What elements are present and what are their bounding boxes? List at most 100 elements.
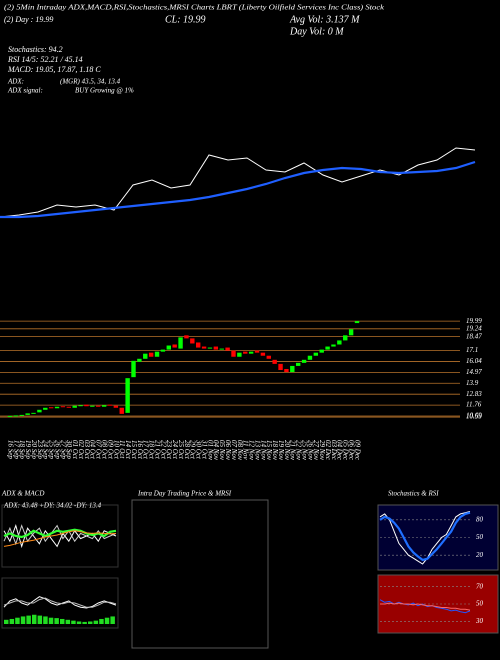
series-line [379,511,471,562]
candle [301,359,307,363]
x-tick-label: 17 Sep [12,440,20,459]
histogram-bar [104,617,110,624]
histogram-bar [20,616,26,624]
candle [19,414,24,416]
x-tick-label: 04 Oct [89,440,97,460]
histogram-bar [43,616,48,624]
candle [48,407,54,409]
intraday-box [131,499,269,649]
candle [207,347,213,349]
x-tick-label: 24 Sep [42,440,50,459]
x-tick-label: 09 Dec [353,440,361,461]
x-tick-label: 22 Nov [295,440,303,461]
series-line [3,596,117,609]
x-tick-label: 25 Nov [300,440,308,461]
histogram-bar [76,621,82,624]
title: (2) 5Min Intraday ADX,MACD,RSI,Stochasti… [4,4,385,12]
adx-value: (MGR) 43.5, 34, 13.4 [60,78,121,86]
candle [143,353,148,359]
candle [166,345,171,350]
indicator: RSI 14/5: 52.21 / 45.14 [7,55,83,64]
candle [137,358,142,362]
x-tick-label: 26 Nov [306,440,314,461]
x-tick-label: 09 Oct [106,440,114,460]
x-tick-label: 02 Oct [77,440,85,460]
candle [96,405,101,407]
x-tick-label: 08 Nov [236,440,244,461]
candle [172,344,177,348]
candle [101,405,107,407]
series-line [3,524,117,549]
candle [307,355,313,360]
series-line [380,602,471,611]
histogram-bar [99,618,104,624]
histogram-bar [4,619,9,624]
x-tick-label: 18 Nov [271,440,279,461]
candle [201,346,207,349]
candle [213,346,219,350]
candle [37,409,42,413]
candle [184,335,189,339]
x-tick-label: 27 Sep [59,440,67,459]
x-tick-label: 23 Oct [165,440,173,460]
indicator: MACD: 19.05, 17.87, 1.18 C [7,65,101,74]
candle [248,351,254,354]
x-tick-label: 29 Nov [318,440,326,461]
candle [219,348,224,350]
y-tick-label: 19.99 [466,317,482,325]
panel-title: Intra Day Trading Price & MRSI [137,490,232,498]
candle [66,406,72,408]
x-tick-label: 12 Nov [248,440,256,461]
x-tick-label: 10 Oct [112,440,120,460]
candle [13,415,19,417]
x-tick-label: 17 Oct [142,440,150,460]
series-line [3,528,117,539]
y-tick-label: 16.04 [466,357,482,365]
histogram-bar [32,614,37,624]
candle [154,351,160,357]
x-tick-label: 23 Sep [36,440,44,459]
x-tick-label: 26 Sep [53,440,61,459]
y-tick-label: 17.1 [466,346,478,354]
candle [278,363,283,371]
candle [272,359,277,364]
x-tick-label: 03 Dec [330,440,338,461]
panel-title: Stochastics & RSI [388,490,439,498]
candle [284,368,289,373]
x-tick-label: 25 Sep [48,440,56,459]
x-tick-label: 05 Nov [218,440,226,461]
histogram-bar [82,621,87,624]
series-line [0,147,476,218]
histogram-bar [65,619,71,624]
x-tick-label: 19 Nov [277,440,285,461]
histogram-bar [15,617,20,624]
x-tick-label: 11 Oct [118,440,126,459]
histogram-bar [54,618,59,624]
x-tick-label: 06 Nov [224,440,232,461]
histogram-bar [71,620,76,624]
candle [125,378,130,413]
panel-annotation: ADX: 43.48 +DY: 34.02 -DY: 13.4 [3,502,102,510]
x-tick-label: 21 Oct [153,440,161,460]
histogram-bar [9,618,15,624]
candle [231,350,236,357]
x-tick-label: 05 Dec [342,440,350,461]
x-tick-label: 13 Nov [253,440,261,461]
candle [43,407,48,410]
x-tick-label: 24 Oct [171,440,179,460]
histogram-bar [88,621,93,624]
candle [60,406,66,408]
x-tick-label: 01 Oct [71,440,79,460]
x-tick-label: 20 Nov [283,440,291,461]
x-tick-label: 14 Nov [259,440,267,461]
candle [72,405,77,408]
x-tick-label: 31 Oct [200,439,208,460]
histogram-bar [93,620,99,624]
y-tick-label: 18.47 [466,332,482,340]
candle [337,340,342,345]
candle [160,349,166,352]
y-tick-label: 80 [476,515,484,523]
candle [119,407,124,414]
candle [237,352,242,357]
